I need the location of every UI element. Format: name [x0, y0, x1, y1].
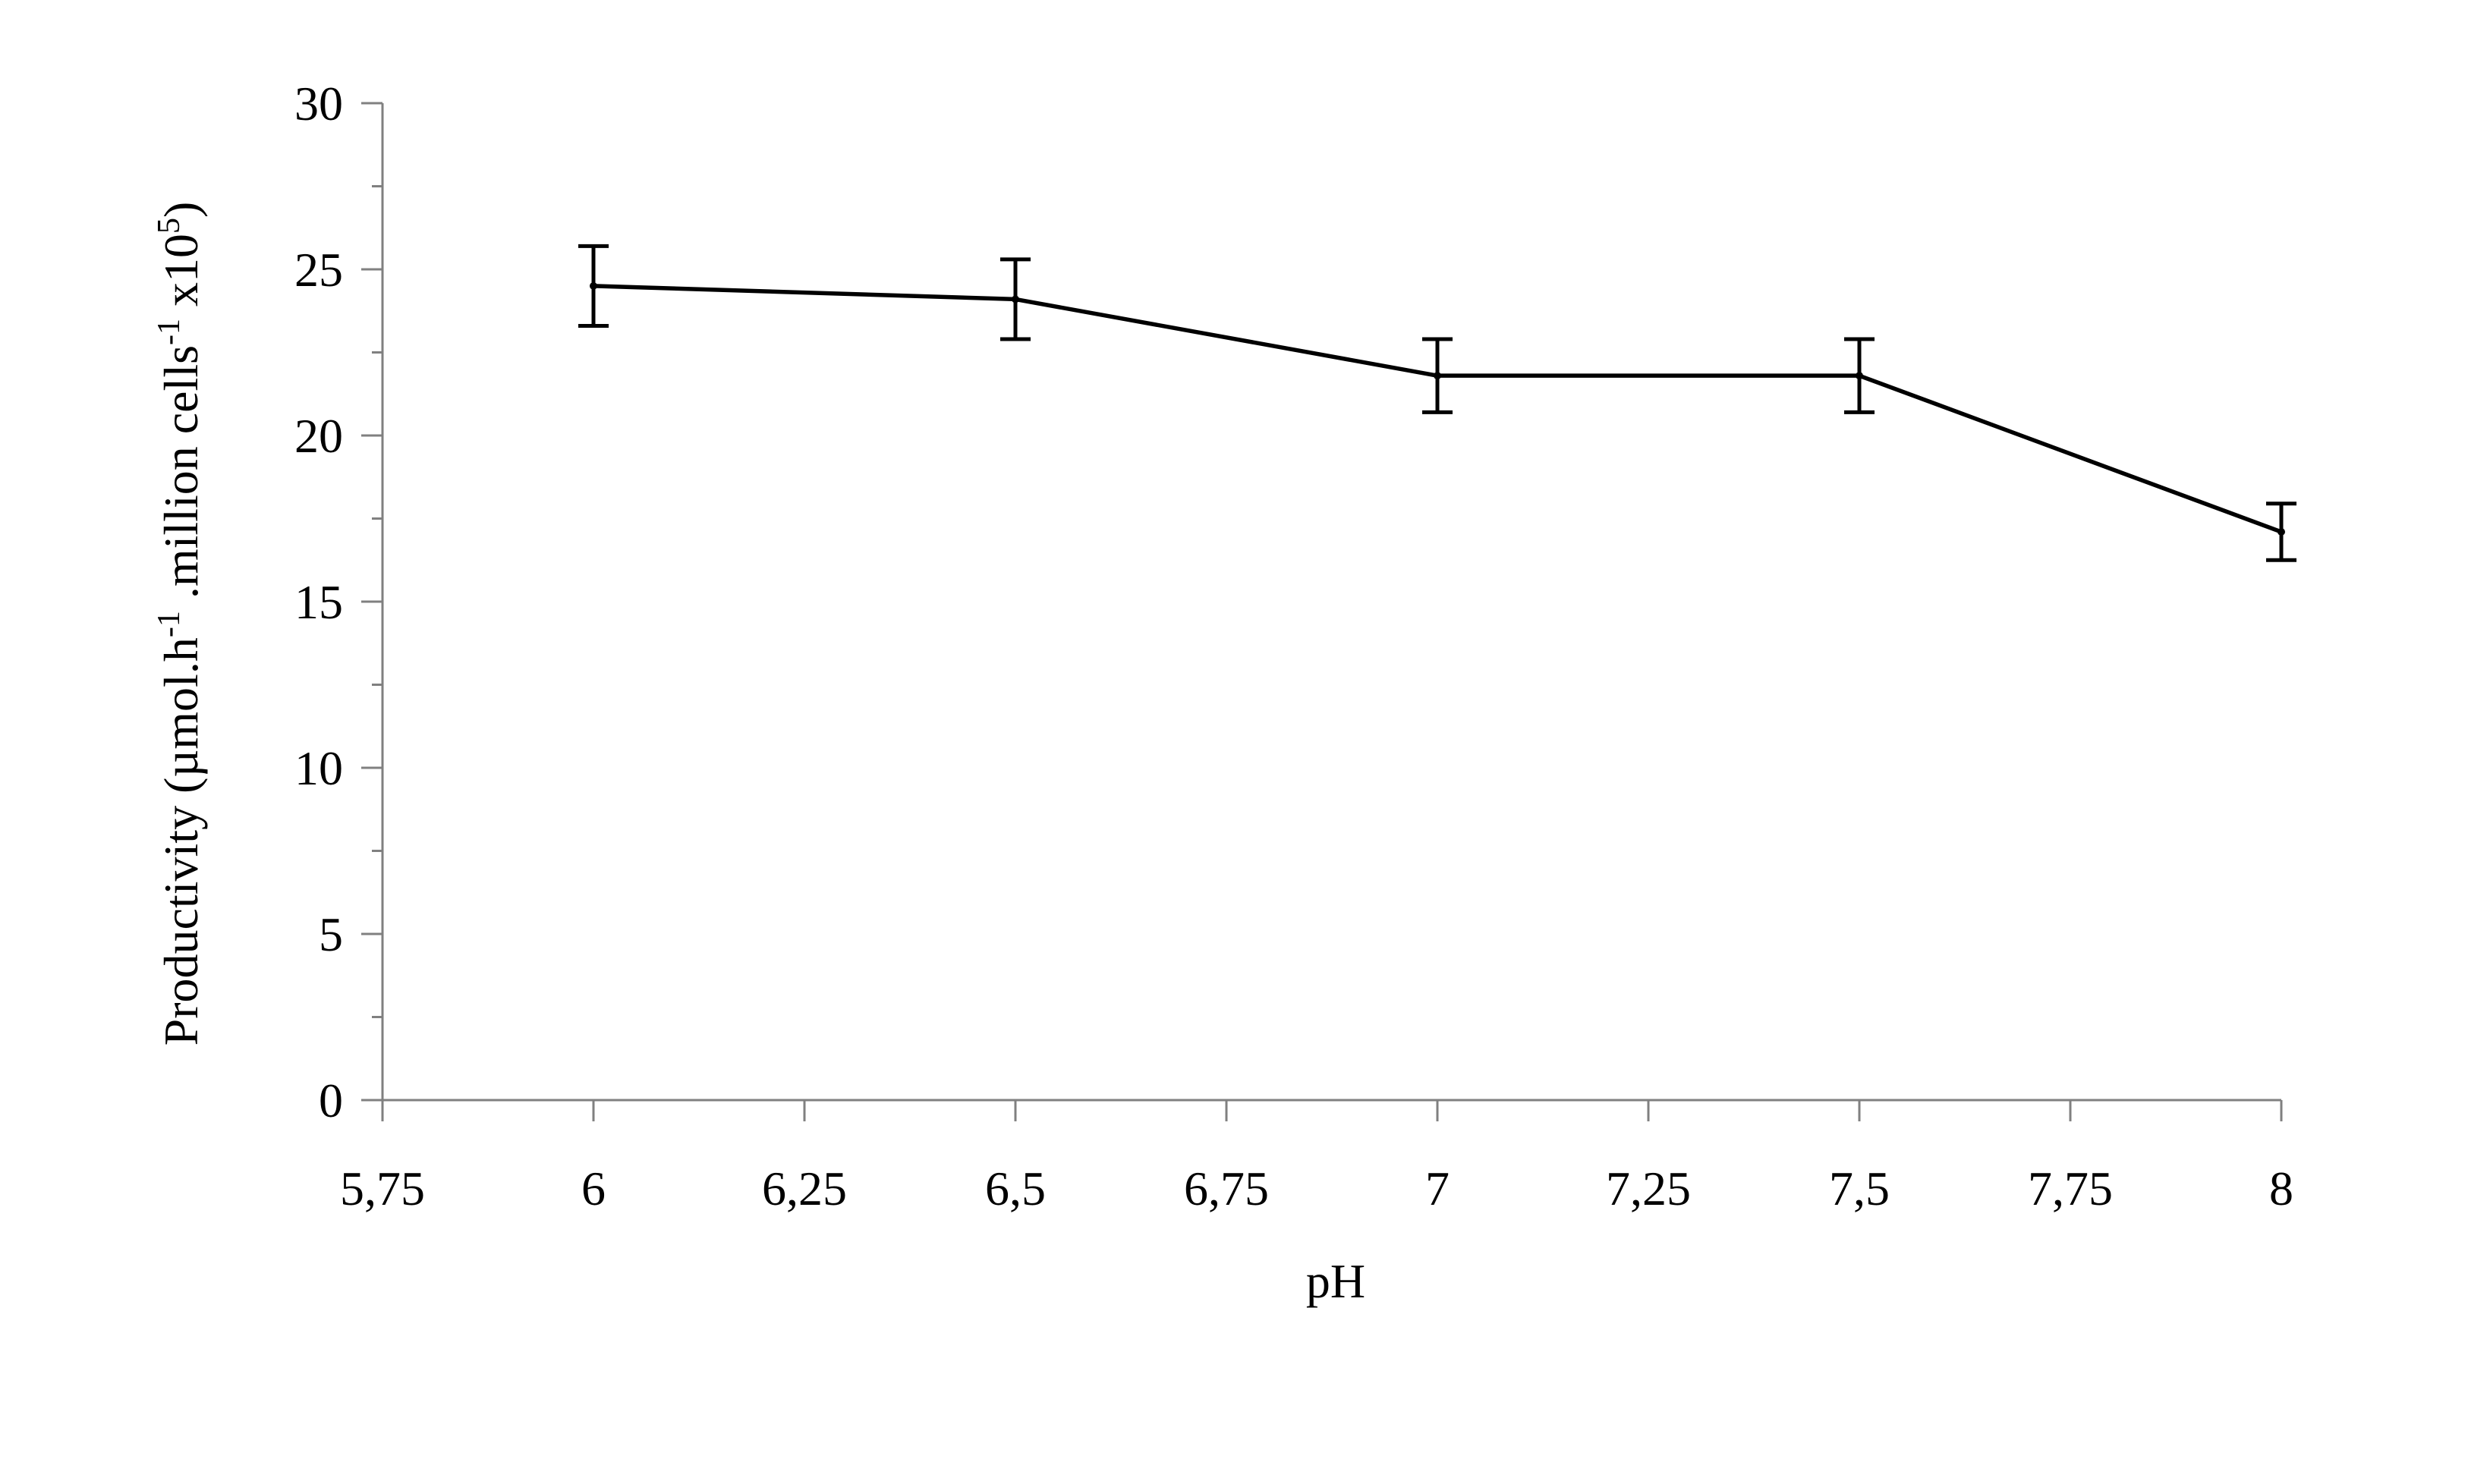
y-tick-label: 0 [319, 1074, 343, 1127]
x-tick-label: 6,75 [1184, 1162, 1269, 1215]
x-axis-ticks: 5,75 6 6,25 6,5 6,75 7 7,25 7,5 7,75 8 [340, 1100, 2293, 1215]
x-tick-label: 6 [581, 1162, 606, 1215]
series-layer [578, 244, 2296, 562]
y-axis-label-part: ) [154, 202, 208, 218]
y-axis-label-superscript: 5 [152, 218, 187, 234]
x-tick-label: 7,75 [2028, 1162, 2113, 1215]
y-tick-label: 15 [294, 575, 343, 629]
x-axis-label: pH [1306, 1254, 1365, 1308]
x-tick-label: 6,25 [762, 1162, 847, 1215]
data-point [590, 281, 597, 290]
x-tick-label: 5,75 [340, 1162, 425, 1215]
y-axis-label-superscript: -1 [152, 319, 187, 345]
y-axis-ticks: 0 5 10 15 20 25 30 [294, 77, 382, 1127]
x-tick-label: 8 [2269, 1162, 2293, 1215]
y-tick-label: 20 [294, 409, 343, 463]
x-tick-label: 7,5 [1829, 1162, 1890, 1215]
axes [381, 103, 2281, 1102]
data-point [2278, 528, 2285, 536]
y-tick-label: 10 [294, 741, 343, 795]
x-tick-label: 7 [1425, 1162, 1450, 1215]
x-tick-label: 6,5 [985, 1162, 1046, 1215]
data-point [1012, 295, 1019, 303]
y-tick-label: 25 [294, 243, 343, 297]
y-axis-label: Productivity (µmol.h-1 .million cells-1 … [152, 202, 208, 1046]
y-tick-label: 30 [294, 77, 343, 130]
y-axis-label-part: .million cells [154, 345, 208, 611]
data-point [1434, 372, 1441, 380]
y-axis-label-part: Productivity (µmol.h [154, 637, 208, 1045]
y-tick-label: 5 [319, 907, 343, 961]
data-point [1856, 372, 1863, 380]
y-axis-label-part: x10 [154, 234, 208, 319]
y-axis-label-superscript: -1 [152, 611, 187, 637]
x-tick-label: 7,25 [1606, 1162, 1691, 1215]
